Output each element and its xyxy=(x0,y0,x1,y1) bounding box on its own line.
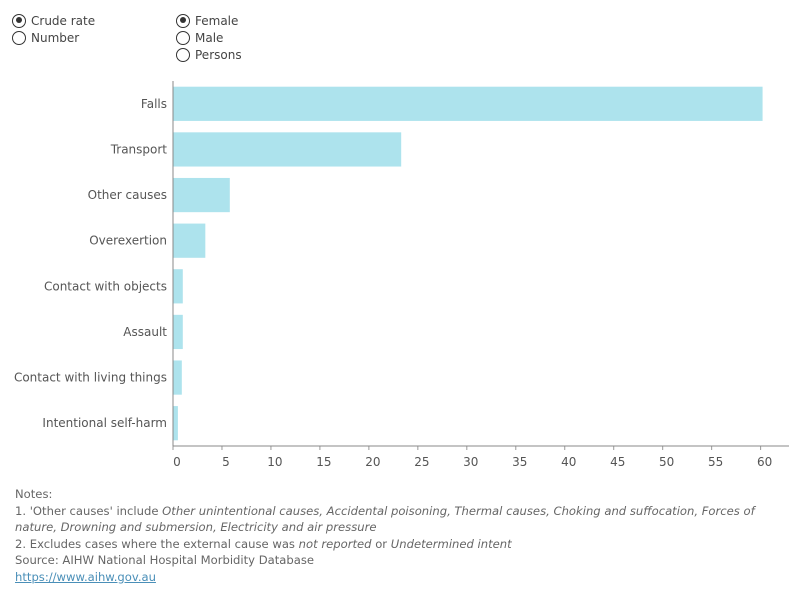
radio-number[interactable]: Number xyxy=(12,29,95,46)
x-tick-label: 0 xyxy=(173,455,181,469)
bar[interactable] xyxy=(173,86,763,121)
category-label: Contact with objects xyxy=(44,279,167,293)
bar[interactable] xyxy=(173,269,183,304)
radio-button-icon[interactable] xyxy=(176,13,190,28)
x-tick-label: 35 xyxy=(512,455,527,469)
radio-persons[interactable]: Persons xyxy=(176,46,242,63)
radio-button-icon[interactable] xyxy=(12,30,26,45)
radio-female[interactable]: Female xyxy=(176,12,242,29)
bar[interactable] xyxy=(173,360,182,395)
x-tick-label: 40 xyxy=(561,455,576,469)
note-1-text: 1. 'Other causes' include xyxy=(15,503,163,518)
radio-crude-rate[interactable]: Crude rate xyxy=(12,12,95,29)
x-tick-label: 25 xyxy=(414,455,429,469)
bar[interactable] xyxy=(173,406,178,441)
category-label: Other causes xyxy=(88,188,167,202)
category-label: Intentional self-harm xyxy=(42,416,167,430)
source-link[interactable]: https://www.aihw.gov.au xyxy=(15,569,156,584)
note-2-mid: or xyxy=(371,536,391,551)
sex-selector: Female Male Persons xyxy=(176,12,242,63)
radio-button-icon[interactable] xyxy=(176,47,190,62)
radio-label: Persons xyxy=(195,47,242,62)
x-tick-label: 45 xyxy=(610,455,625,469)
bar[interactable] xyxy=(173,314,183,350)
bar[interactable] xyxy=(173,132,402,167)
x-tick-label: 55 xyxy=(708,455,723,469)
note-2-italic-1: not reported xyxy=(298,536,372,551)
notes-heading: Notes: xyxy=(15,487,53,501)
x-tick-label: 15 xyxy=(316,455,331,469)
bar-chart: Falls Transport Other causes Overexertion Co… xyxy=(14,81,789,469)
x-tick-label: 10 xyxy=(267,455,282,469)
bar[interactable] xyxy=(173,223,206,258)
note-1: 1. 'Other causes' include Other unintent… xyxy=(15,503,785,536)
bars-group xyxy=(173,86,763,441)
radio-button-icon[interactable] xyxy=(176,30,190,45)
category-label: Transport xyxy=(110,142,168,156)
source-text: Source: AIHW National Hospital Morbidity… xyxy=(15,553,315,567)
radio-label: Female xyxy=(195,13,239,28)
x-ticks-group: 0 5 10 15 20 25 30 35 40 45 50 55 60 xyxy=(172,446,772,469)
x-tick-label: 30 xyxy=(463,455,478,469)
note-2-text: 2. Excludes cases where the external cau… xyxy=(15,536,299,551)
category-label: Contact with living things xyxy=(14,371,167,385)
radio-male[interactable]: Male xyxy=(176,29,242,46)
note-2-italic-2: Undetermined intent xyxy=(390,536,512,551)
note-1-italic: Other unintentional causes, Accidental p… xyxy=(15,503,755,535)
category-label: Overexertion xyxy=(89,234,167,248)
bar[interactable] xyxy=(173,177,230,213)
category-label: Assault xyxy=(123,325,167,339)
radio-label: Male xyxy=(195,30,224,45)
category-labels-group: Falls Transport Other causes Overexertion Co… xyxy=(14,97,167,430)
measure-selector: Crude rate Number xyxy=(12,12,95,46)
note-2: 2. Excludes cases where the external cau… xyxy=(15,536,785,553)
radio-button-icon[interactable] xyxy=(12,13,26,28)
radio-label: Crude rate xyxy=(31,13,96,28)
x-tick-label: 5 xyxy=(222,455,230,469)
category-label: Falls xyxy=(141,97,167,111)
x-tick-label: 50 xyxy=(659,455,674,469)
notes: Notes: 1. 'Other causes' include Other u… xyxy=(15,486,785,585)
x-tick-label: 20 xyxy=(365,455,380,469)
x-tick-label: 60 xyxy=(757,455,772,469)
radio-label: Number xyxy=(31,30,80,45)
